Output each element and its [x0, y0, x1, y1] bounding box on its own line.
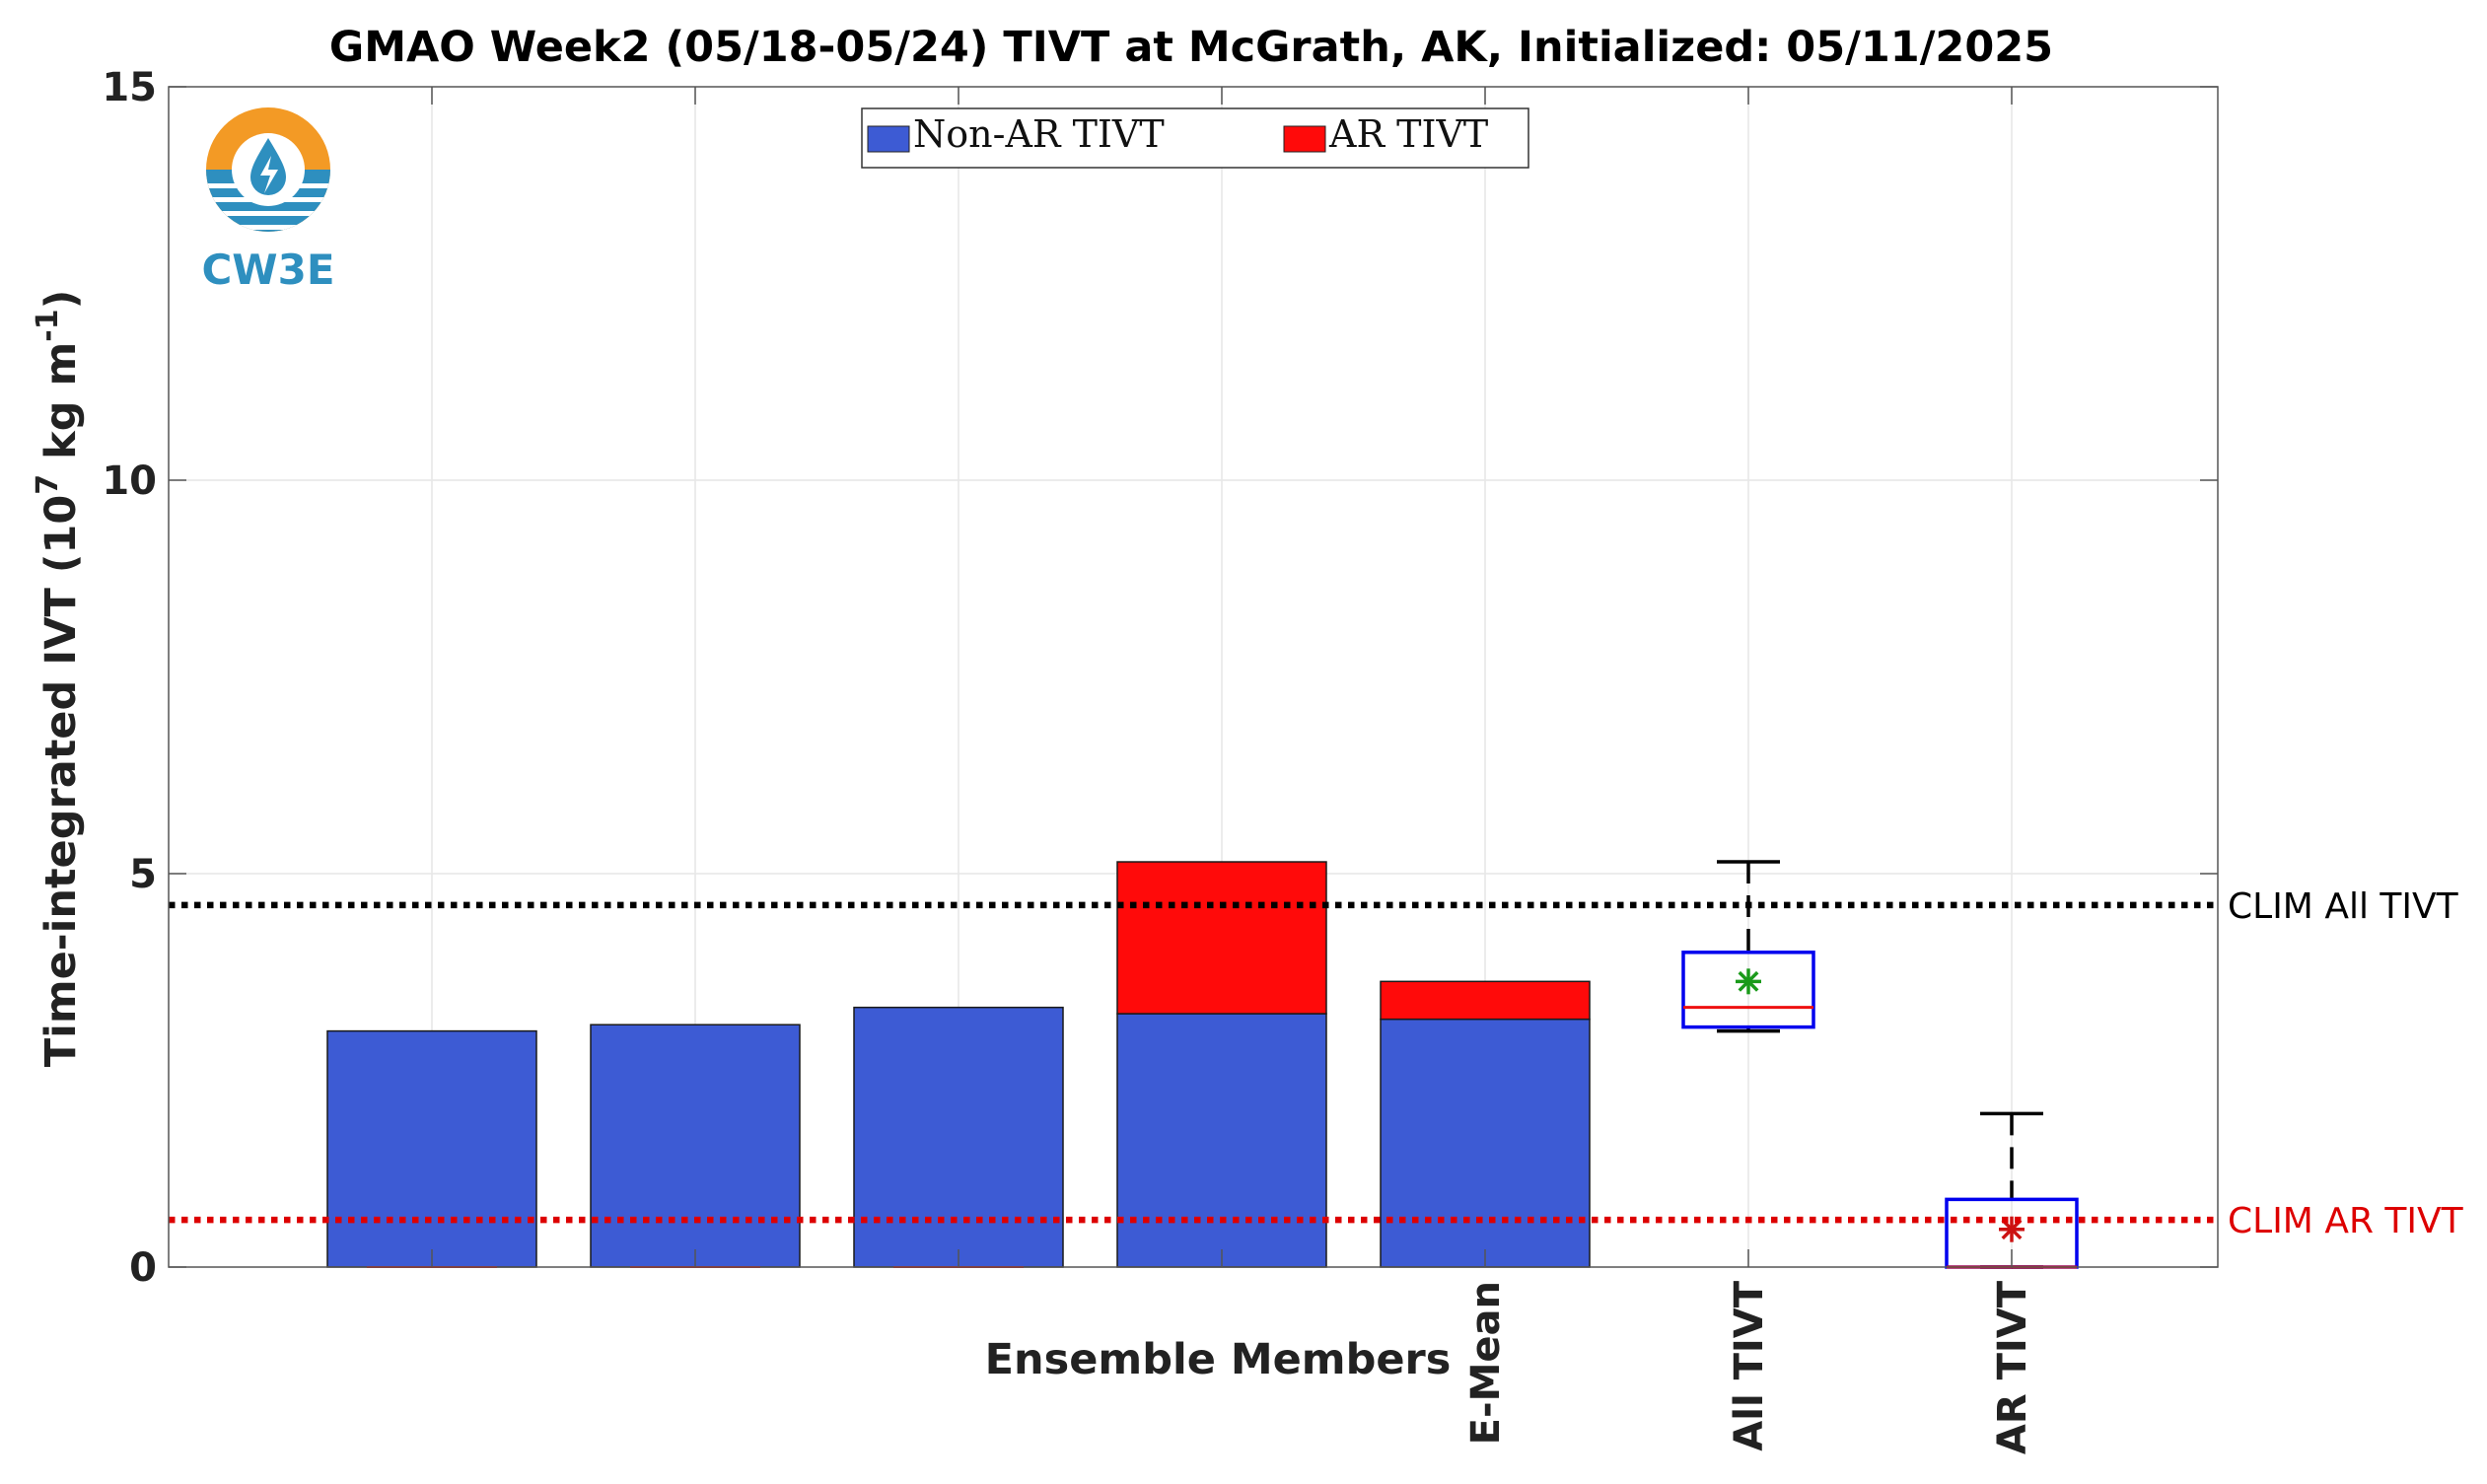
- reference-line-label: CLIM AR TIVT: [2228, 1201, 2464, 1241]
- x-axis-label: Ensemble Members: [985, 1335, 1452, 1384]
- x-tick-label: AR TIVT: [1990, 1280, 2035, 1454]
- x-tick-label: All TIVT: [1727, 1280, 1772, 1450]
- box-mean-marker: [1736, 968, 1761, 995]
- cw3e-logo: CW3E: [201, 107, 335, 294]
- y-tick-label: 0: [129, 1245, 157, 1291]
- legend-label-non-ar: Non-AR TIVT: [913, 112, 1165, 156]
- y-tick-label: 10: [102, 459, 157, 504]
- plot-frame: [168, 86, 2219, 1268]
- bars-group: [326, 861, 1591, 1268]
- reference-lines-group: CLIM All TIVT CLIM AR TIVT: [169, 886, 2464, 1241]
- reference-line-label: CLIM All TIVT: [2228, 886, 2459, 927]
- y-axis-label: Time-integrated IVT (107 kg m-1): [31, 290, 86, 1067]
- legend-swatch-ar: [1283, 125, 1326, 153]
- bar-non-ar: [853, 1006, 1064, 1268]
- x-tick-label: E-Mean: [1463, 1281, 1509, 1445]
- bar-non-ar: [590, 1024, 801, 1268]
- box-iqr: [1681, 951, 1815, 1029]
- bar-non-ar: [326, 1029, 537, 1268]
- y-tick-label: 15: [102, 65, 157, 110]
- chart-title: GMAO Week2 (05/18-05/24) TIVT at McGrath…: [329, 23, 2053, 72]
- bar-non-ar: [1116, 1013, 1327, 1268]
- y-ticks-group: 0 5 10 15: [102, 65, 2218, 1291]
- logo-text: CW3E: [201, 246, 334, 294]
- legend: Non-AR TIVT AR TIVT: [861, 107, 1529, 169]
- y-tick-label: 5: [129, 852, 157, 897]
- bar-non-ar: [1380, 1018, 1591, 1268]
- legend-label-ar: AR TIVT: [1328, 112, 1488, 156]
- bar-ar: [1116, 861, 1327, 1015]
- legend-swatch-non-ar: [867, 125, 910, 153]
- x-ticks-group: E-Mean All TIVT AR TIVT: [431, 87, 2035, 1454]
- box-mean-marker: [1999, 1216, 2025, 1242]
- bar-ar: [1380, 980, 1591, 1021]
